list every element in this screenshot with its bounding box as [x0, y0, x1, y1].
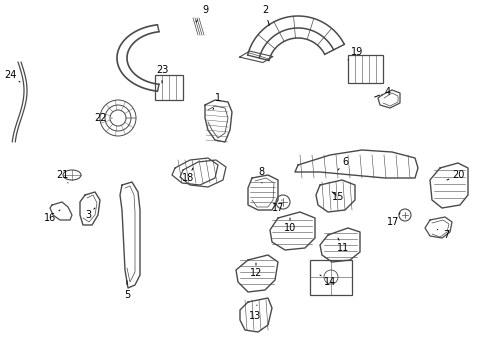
Text: 15: 15: [332, 192, 344, 202]
Bar: [155, 75, 183, 100]
Text: 21: 21: [56, 170, 68, 183]
Text: 5: 5: [124, 281, 130, 300]
Text: 2: 2: [262, 5, 270, 25]
Text: 6: 6: [338, 157, 348, 170]
Text: 14: 14: [320, 275, 336, 287]
Text: 7: 7: [438, 229, 449, 240]
Text: 10: 10: [284, 218, 296, 233]
Text: 16: 16: [44, 210, 60, 223]
Text: 23: 23: [156, 65, 168, 83]
Text: 18: 18: [182, 168, 194, 183]
Text: 24: 24: [4, 70, 20, 82]
Text: 22: 22: [94, 113, 112, 123]
Text: 3: 3: [85, 208, 95, 220]
Text: 9: 9: [196, 5, 208, 22]
Text: 19: 19: [348, 47, 363, 60]
Bar: [348, 55, 383, 83]
Text: 20: 20: [447, 170, 464, 180]
Bar: [310, 260, 352, 295]
Text: 1: 1: [213, 93, 221, 109]
Text: 17: 17: [387, 213, 400, 227]
Text: 11: 11: [337, 238, 349, 253]
Text: 4: 4: [374, 87, 391, 97]
Text: 12: 12: [250, 263, 262, 278]
Text: 8: 8: [258, 167, 264, 183]
Text: 17: 17: [272, 200, 284, 213]
Text: 13: 13: [249, 305, 261, 321]
